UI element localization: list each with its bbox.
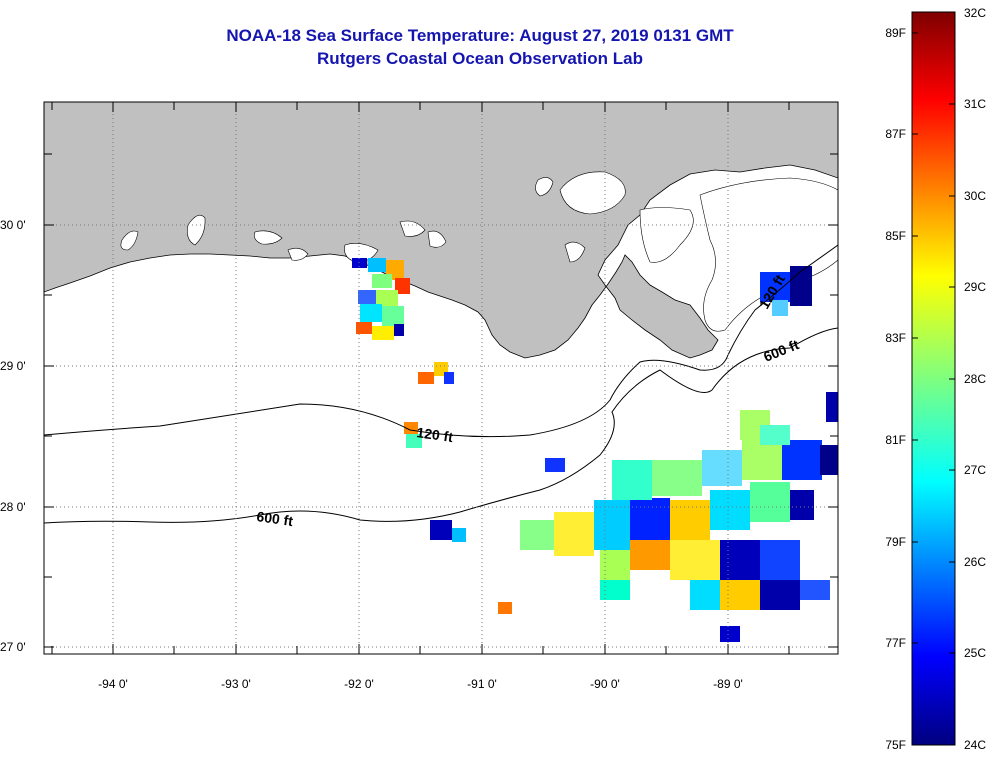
graticule — [44, 102, 838, 654]
colorbar-f-label: 87F — [885, 127, 906, 141]
contour-120ft-line — [44, 244, 838, 438]
colorbar-f-label: 75F — [885, 738, 906, 752]
map-frame — [43, 101, 839, 655]
lat-label: 28 0' — [0, 500, 26, 514]
lon-label: -92 0' — [344, 677, 374, 691]
lake — [639, 207, 694, 263]
lon-label: -94 0' — [98, 677, 128, 691]
lat-label: 27 0' — [0, 640, 26, 654]
lake — [564, 241, 586, 263]
lat-label: 29 0' — [0, 359, 26, 373]
colorbar-c-label: 29C — [964, 280, 986, 294]
lake — [559, 171, 626, 215]
lake — [399, 220, 426, 237]
lake — [699, 177, 838, 332]
colorbar-c-label: 30C — [964, 189, 986, 203]
colorbar-f-label: 81F — [885, 433, 906, 447]
contour-600ft-line — [44, 327, 838, 524]
colorbar-f-label: 77F — [885, 636, 906, 650]
contour-label-600ft: 600 ft — [256, 508, 295, 529]
colorbar-c-label: 32C — [964, 6, 986, 20]
colorbar-f-label: 85F — [885, 229, 906, 243]
colorbar-c-label: 26C — [964, 555, 986, 569]
lon-label: -93 0' — [221, 677, 251, 691]
land-mass — [44, 102, 838, 359]
lake — [187, 214, 206, 246]
lake — [427, 230, 447, 248]
lake — [287, 247, 309, 261]
lake — [535, 177, 554, 197]
colorbar-c-label: 28C — [964, 372, 986, 386]
colorbar-f-label: 89F — [885, 26, 906, 40]
lon-label: -89 0' — [713, 677, 743, 691]
colorbar-f-label: 83F — [885, 331, 906, 345]
lon-label: -91 0' — [467, 677, 497, 691]
colorbar-c-label: 24C — [964, 738, 986, 752]
colorbar-f-label: 79F — [885, 535, 906, 549]
colorbar — [911, 11, 956, 746]
map-subtitle: Rutgers Coastal Ocean Observation Lab — [317, 49, 643, 68]
colorbar-c-label: 27C — [964, 463, 986, 477]
contour-label-120ft: 120 ft — [416, 424, 455, 445]
colorbar-c-label: 31C — [964, 97, 986, 111]
sst-data — [352, 258, 838, 642]
lat-label: 30 0' — [0, 218, 26, 232]
lon-label: -90 0' — [590, 677, 620, 691]
lake — [254, 230, 283, 245]
lake — [120, 230, 139, 251]
frame-ticks — [44, 102, 838, 654]
colorbar-c-label: 25C — [964, 646, 986, 660]
colorbar-ticks — [912, 32, 955, 654]
map-title: NOAA-18 Sea Surface Temperature: August … — [226, 26, 734, 45]
